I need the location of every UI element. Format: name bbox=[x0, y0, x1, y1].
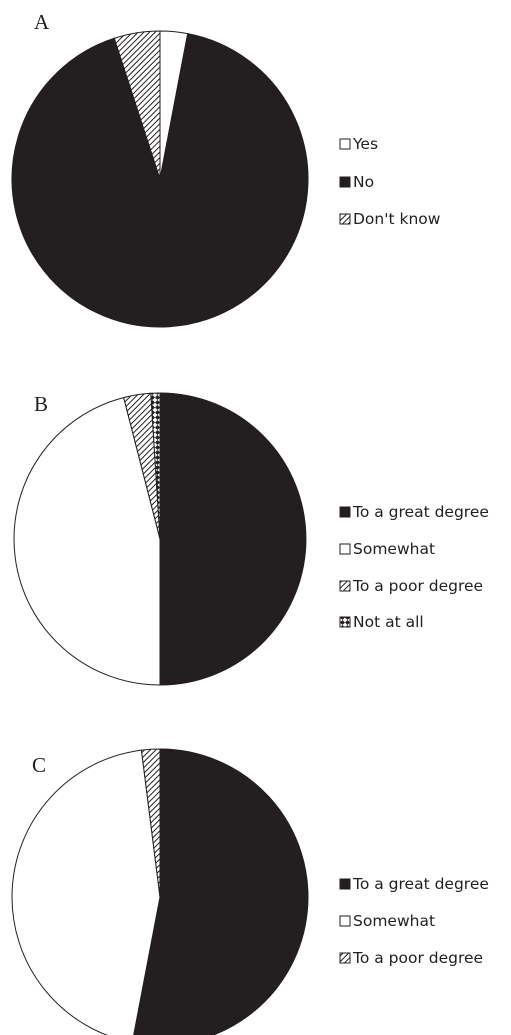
legend-b: To a great degree Somewhat To a poor deg… bbox=[339, 503, 489, 631]
legend-swatch bbox=[339, 176, 351, 188]
legend-item: Don't know bbox=[339, 210, 441, 228]
legend-label: To a poor degree bbox=[352, 577, 483, 595]
legend-item: No bbox=[339, 173, 374, 191]
legend-swatch bbox=[339, 213, 351, 225]
legend-item: To a great degree bbox=[339, 503, 489, 521]
legend-a: Yes No Don't know bbox=[339, 135, 441, 228]
legend-item: To a poor degree bbox=[339, 577, 483, 595]
legend-swatch bbox=[339, 506, 351, 518]
pie-slice-somewhat bbox=[13, 396, 161, 686]
chart-panel-a: A Yes No Don't know bbox=[11, 10, 441, 328]
legend-item: Yes bbox=[339, 135, 378, 153]
pie-slice-somewhat bbox=[11, 749, 161, 1035]
chart-panel-c: C To a great degree Somewhat To a poor d… bbox=[11, 748, 489, 1035]
legend-swatch bbox=[339, 952, 351, 964]
legend-swatch bbox=[339, 915, 351, 927]
legend-label: To a poor degree bbox=[352, 949, 483, 967]
chart-panel-b: B To a great degree Somewhat To a poor d… bbox=[13, 392, 489, 686]
legend-item: Somewhat bbox=[339, 912, 435, 930]
pie-slice-to-a-great-degree bbox=[159, 392, 307, 686]
panel-label-c: C bbox=[32, 753, 46, 777]
legend-swatch bbox=[339, 878, 351, 890]
legend-label: No bbox=[353, 173, 374, 191]
legend-label: To a great degree bbox=[352, 875, 489, 893]
pie-slice-not-at-all bbox=[150, 392, 161, 540]
legend-swatch bbox=[339, 580, 351, 592]
legend-label: To a great degree bbox=[352, 503, 489, 521]
legend-swatch bbox=[339, 138, 351, 150]
legend-item: To a poor degree bbox=[339, 949, 483, 967]
pie-slice-don-t-know bbox=[113, 30, 161, 180]
legend-label: Somewhat bbox=[353, 912, 435, 930]
pie-slice-to-a-poor-degree bbox=[140, 748, 161, 898]
pie-slice-no bbox=[11, 33, 309, 328]
legend-item: To a great degree bbox=[339, 875, 489, 893]
panel-label-b: B bbox=[34, 392, 48, 416]
legend-c: To a great degree Somewhat To a poor deg… bbox=[339, 875, 489, 967]
legend-swatch bbox=[339, 616, 351, 628]
legend-label: Yes bbox=[352, 135, 378, 153]
panel-label-a: A bbox=[34, 10, 50, 34]
legend-label: Not at all bbox=[353, 613, 424, 631]
pie-c bbox=[11, 748, 309, 1035]
pie-a bbox=[11, 30, 309, 328]
pie-b bbox=[13, 392, 307, 686]
legend-label: Somewhat bbox=[353, 540, 435, 558]
pie-slice-to-a-great-degree bbox=[133, 748, 309, 1035]
legend-swatch bbox=[339, 543, 351, 555]
legend-item: Not at all bbox=[339, 613, 424, 631]
legend-label: Don't know bbox=[353, 210, 441, 228]
legend-item: Somewhat bbox=[339, 540, 435, 558]
